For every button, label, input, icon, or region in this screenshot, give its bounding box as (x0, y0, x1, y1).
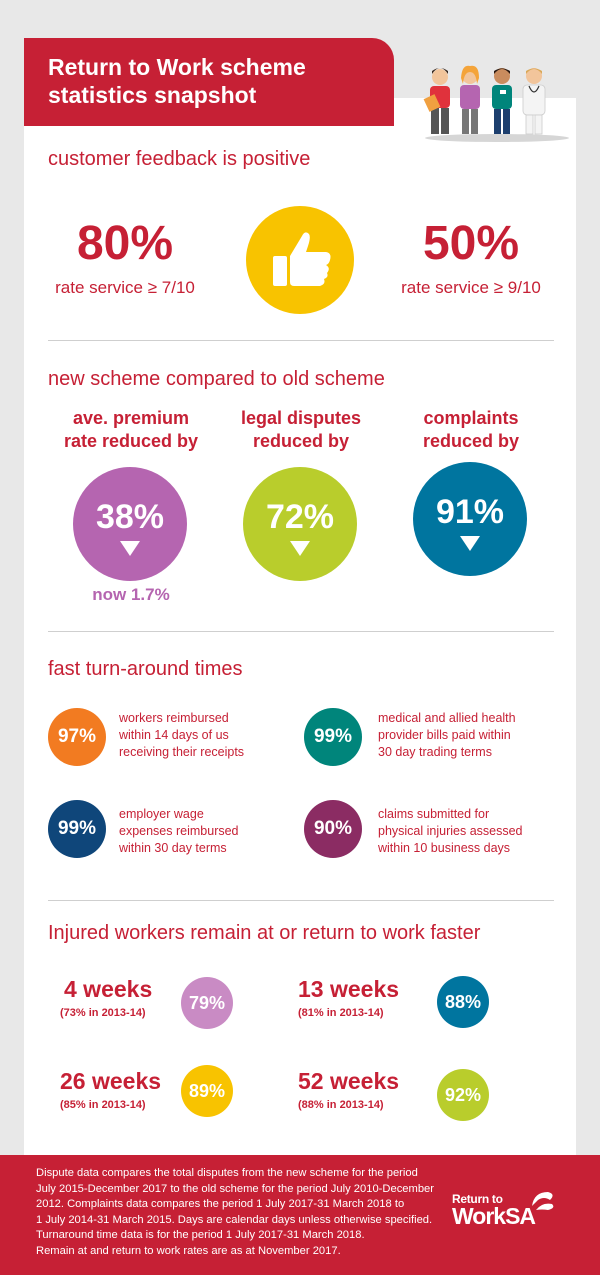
rtw-section-title: Injured workers remain at or return to w… (48, 922, 481, 944)
logo-line-1: Return to (452, 1192, 503, 1206)
complaints-label-line-1: complaints (423, 408, 519, 428)
premium-label-line-1: ave. premium (72, 408, 190, 428)
feedback-section-title: customer feedback is positive (48, 148, 311, 170)
rtw-rate-circle: 79% (181, 977, 233, 1029)
turnaround-text-line: employer wage (119, 807, 204, 821)
turnaround-text-line: receiving their receipts (119, 745, 245, 759)
divider (48, 631, 554, 632)
turnaround-text-line: workers reimbursed (119, 711, 229, 725)
rtw-previous-rate: (88% in 2013-14) (298, 1099, 384, 1111)
down-arrow-icon (460, 536, 480, 551)
rtw-rate-circle: 92% (437, 1069, 489, 1121)
divider (48, 900, 554, 901)
feedback-left-percent: 80% (76, 217, 174, 270)
premium-now-note: now 1.7% (92, 585, 170, 604)
footer-note-line: Remain at and return to work rates are a… (36, 1244, 341, 1257)
footer-note-line: Dispute data compares the total disputes… (36, 1167, 418, 1179)
premium-label-line-2: rate reduced by (63, 431, 199, 451)
turnaround-circle: 99% (48, 800, 106, 858)
turnaround-text-line: within 14 days of us (119, 728, 229, 742)
footer-note-line: 2012. Complaints data compares the perio… (36, 1198, 405, 1211)
rtw-period: 26 weeks (60, 1068, 162, 1094)
rtw-previous-rate: (73% in 2013-14) (60, 1007, 146, 1019)
turnaround-text: claims submitted for physical injuries a… (378, 806, 553, 857)
turnaround-text-line: 30 day trading terms (378, 745, 492, 759)
premium-label: ave. premium rate reduced by (46, 407, 216, 453)
turnaround-circle: 97% (48, 708, 106, 766)
page-title: Return to Work scheme statistics snapsho… (24, 38, 394, 126)
disputes-label: legal disputes reduced by (216, 407, 386, 453)
footer-note-line: Turnaround time data is for the period 1… (36, 1229, 365, 1242)
logo-line-2: WorkSA (452, 1203, 536, 1229)
turnaround-section-title: fast turn-around times (48, 658, 243, 680)
disputes-label-line-2: reduced by (252, 431, 350, 451)
rtw-previous-rate: (81% in 2013-14) (298, 1007, 384, 1019)
disputes-label-line-1: legal disputes (240, 408, 362, 428)
footer-note-line: July 2015-December 2017 to the old schem… (36, 1182, 434, 1195)
turnaround-text-line: within 30 day terms (119, 841, 227, 855)
disputes-reduction-circle: 72% (243, 467, 357, 581)
footer-note-line: 1 July 2014-31 March 2015. Days are cale… (36, 1213, 433, 1226)
turnaround-text-line: expenses reimbursed (119, 824, 239, 838)
disputes-reduction-percent: 72% (265, 498, 335, 536)
down-arrow-icon (290, 541, 310, 556)
turnaround-text: employer wage expenses reimbursed within… (119, 806, 294, 857)
turnaround-text-line: provider bills paid within (378, 728, 511, 742)
turnaround-text-line: medical and allied health (378, 711, 516, 725)
complaints-reduction-circle: 91% (413, 462, 527, 576)
footer-notes: Dispute data compares the total disputes… (36, 1166, 436, 1260)
rtw-previous-rate: (85% in 2013-14) (60, 1099, 146, 1111)
logo-swoosh-icon (532, 1192, 554, 1210)
title-line-1: Return to Work scheme (48, 54, 306, 80)
turnaround-circle: 90% (304, 800, 362, 858)
feedback-right-percent: 50% (422, 217, 520, 270)
complaints-label: complaints reduced by (386, 407, 556, 453)
comparison-section-title: new scheme compared to old scheme (48, 368, 385, 390)
turnaround-text: medical and allied health provider bills… (378, 710, 553, 761)
title-line-2: statistics snapshot (48, 82, 257, 108)
rtw-period: 13 weeks (298, 976, 400, 1002)
turnaround-text: workers reimbursed within 14 days of us … (119, 710, 294, 761)
rtw-period: 4 weeks (64, 976, 153, 1002)
premium-reduction-circle: 38% (73, 467, 187, 581)
rtw-period: 52 weeks (298, 1068, 400, 1094)
workers-illustration (423, 65, 569, 142)
turnaround-text-line: within 10 business days (378, 841, 511, 855)
complaints-label-line-2: reduced by (422, 431, 520, 451)
complaints-reduction-percent: 91% (435, 493, 505, 531)
divider (48, 340, 554, 341)
down-arrow-icon (120, 541, 140, 556)
feedback-right-caption: rate service ≥ 9/10 (401, 278, 541, 297)
return-to-worksa-logo: Return to WorkSA (452, 1192, 536, 1230)
footer (0, 1155, 600, 1275)
turnaround-circle: 99% (304, 708, 362, 766)
rtw-rate-circle: 88% (437, 976, 489, 1028)
thumbs-up-badge (246, 206, 354, 314)
thumbs-up-icon (273, 232, 331, 286)
rtw-rate-circle: 89% (181, 1065, 233, 1117)
turnaround-text-line: physical injuries assessed (378, 824, 523, 838)
feedback-left-caption: rate service ≥ 7/10 (55, 278, 195, 297)
premium-reduction-percent: 38% (95, 498, 165, 536)
turnaround-text-line: claims submitted for (378, 807, 490, 821)
